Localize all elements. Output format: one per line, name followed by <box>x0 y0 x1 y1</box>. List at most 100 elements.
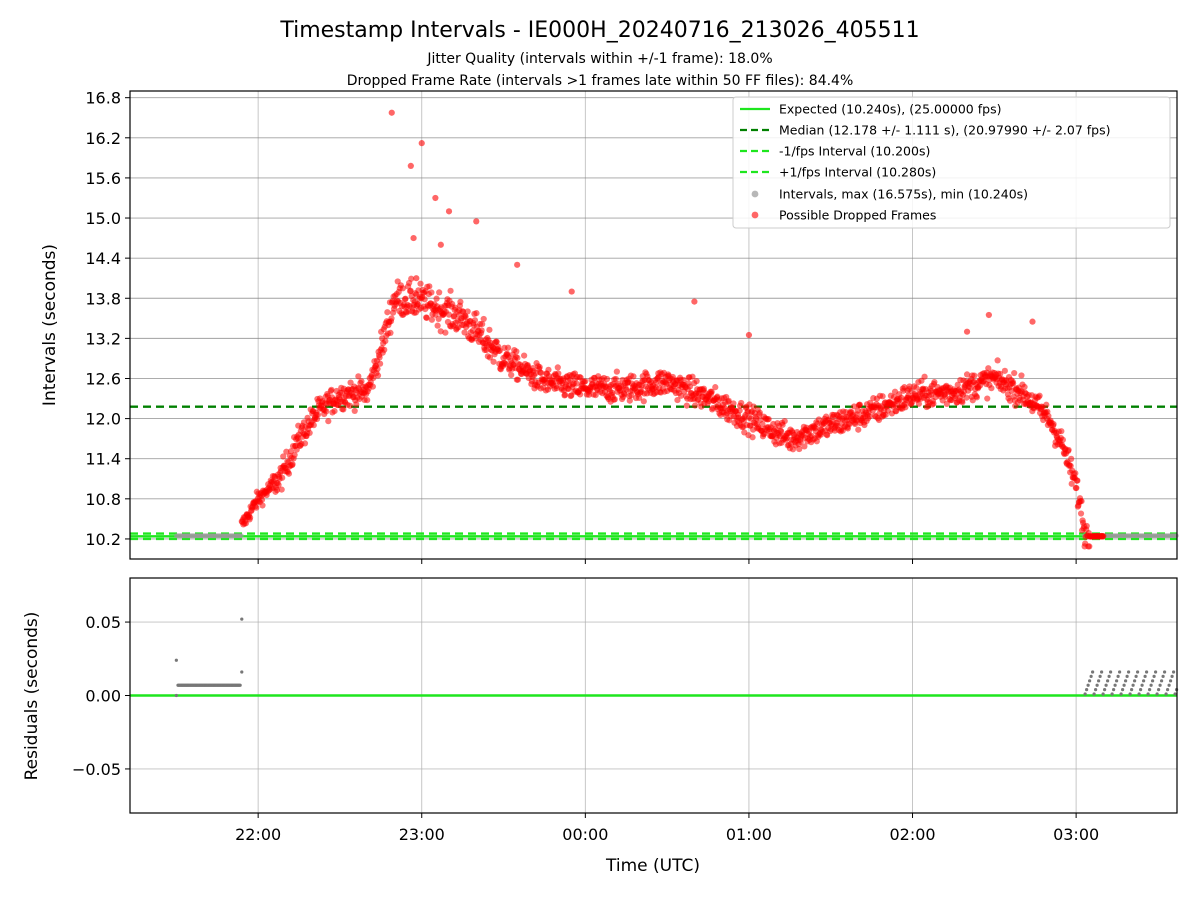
residual-point-78 <box>174 693 178 698</box>
dropped-frame-point-1391 <box>959 399 966 406</box>
residual-point-88 <box>1094 688 1098 692</box>
intervals-legend: Expected (10.240s), (25.00000 fps) Media… <box>732 96 1171 229</box>
dropped-frame-point-78 <box>279 474 286 481</box>
dropped-frame-point-1000 <box>756 409 763 416</box>
dropped-frame-point-1337 <box>931 378 938 386</box>
dropped-frame-point-91 <box>285 470 293 477</box>
dropped-frame-point-254 <box>370 374 377 382</box>
dropped-frame-point-776 <box>640 398 647 405</box>
dropped-frame-point-1483 <box>1006 397 1014 404</box>
intervals-y-tick-label-5: 13.2 <box>85 329 121 348</box>
dropped-frame-point-1005 <box>759 420 766 428</box>
dropped-frame-point-756 <box>630 373 637 380</box>
dropped-frame-point-122 <box>301 440 309 447</box>
residual-point-86 <box>1091 670 1095 674</box>
dropped-frame-point-663 <box>582 378 589 385</box>
dropped-frame-point-209 <box>346 402 354 409</box>
residual-point-135 <box>1164 692 1168 696</box>
dropped-frame-point-767 <box>636 394 643 402</box>
legend-dropped-label: Possible Dropped Frames <box>779 208 936 223</box>
dropped-frame-point-1464 <box>997 370 1004 377</box>
dropped-frame-point-1399 <box>963 394 970 401</box>
intervals-reference-lines <box>130 405 1177 541</box>
intervals-plot-frame <box>129 90 1178 560</box>
dropped-frame-point-940 <box>725 397 732 404</box>
residual-point-89 <box>1095 683 1099 687</box>
dropped-frame-point-381 <box>436 289 443 296</box>
dropped-frame-point-1663 <box>1100 532 1107 540</box>
dropped-frame-point-492 <box>493 338 500 345</box>
residual-point-82 <box>1085 688 1089 692</box>
residual-point-122 <box>1144 670 1149 674</box>
residuals-y-tick-label-0: 0.05 <box>85 613 121 632</box>
dropped-frame-point-1613 <box>1074 477 1081 484</box>
dropped-frame-point-384 <box>437 328 444 335</box>
x-tick-label-3: 01:00 <box>726 825 772 844</box>
dropped-frame-point-80 <box>280 453 287 460</box>
residual-point-117 <box>1137 692 1141 696</box>
dropped-frame-point-326 <box>407 287 414 294</box>
dropped-frame-point-131 <box>306 429 313 437</box>
dropped-frame-point-1631 <box>1083 522 1090 530</box>
dropped-frame-point-853 <box>680 376 687 384</box>
dropped-frame-point-464 <box>479 320 486 328</box>
residual-point-116 <box>1136 670 1140 674</box>
residual-point-141 <box>1173 692 1177 696</box>
intervals-y-tick-label-6: 13.8 <box>85 289 121 308</box>
dropped-frame-point-1665 <box>418 140 425 147</box>
dropped-frame-point-1079 <box>797 438 804 445</box>
dropped-frame-point-362 <box>426 283 433 290</box>
dropped-frame-point-1669 <box>473 218 480 225</box>
residual-point-81 <box>1083 692 1087 696</box>
dropped-frame-point-139 <box>310 422 317 429</box>
dropped-frame-point-578 <box>538 369 545 377</box>
dropped-frame-point-964 <box>738 399 745 407</box>
legend-median-label: Median (12.178 +/- 1.111 s), (20.97990 +… <box>779 123 1110 138</box>
dropped-frame-point-463 <box>478 327 485 334</box>
dropped-frame-point-221 <box>353 401 360 408</box>
residual-point-76 <box>238 683 242 687</box>
dropped-frame-point-1439 <box>984 395 991 402</box>
dropped-frame-point-422 <box>457 298 464 305</box>
dropped-frame-point-1289 <box>906 383 913 390</box>
dropped-frame-point-1677 <box>1029 318 1036 325</box>
dropped-frame-point-1459 <box>994 357 1001 364</box>
dropped-frame-point-1489 <box>1010 380 1017 387</box>
residual-point-121 <box>1143 674 1147 679</box>
intervals-y-tick-label-8: 15.0 <box>85 209 121 228</box>
residuals-y-axis-label: Residuals (seconds) <box>22 612 42 781</box>
dropped-frame-point-486 <box>490 358 497 365</box>
dropped-frame-point-1447 <box>988 385 995 392</box>
dropped-frame-point-1621 <box>1078 498 1085 505</box>
dropped-frame-point-1611 <box>1073 484 1080 492</box>
residual-point-101 <box>1113 683 1117 687</box>
dropped-frame-point-102 <box>291 451 298 459</box>
dropped-frame-point-1414 <box>971 372 978 379</box>
dropped-frame-point-1601 <box>1068 455 1075 462</box>
intervals-y-tick-label-0: 10.2 <box>85 530 121 549</box>
legend-expected-label: Expected (10.240s), (25.00000 fps) <box>779 102 1001 117</box>
residual-point-113 <box>1131 683 1135 687</box>
residual-point-80 <box>240 670 244 674</box>
dropped-frame-point-683 <box>592 391 599 399</box>
residual-point-132 <box>1159 679 1164 683</box>
dropped-frame-point-311 <box>399 285 407 292</box>
dropped-frame-point-1307 <box>915 400 922 407</box>
dropped-frame-point-1668 <box>445 208 453 215</box>
dropped-frame-point-1407 <box>967 384 974 392</box>
dropped-frame-point-467 <box>480 315 487 323</box>
dropped-frame-point-1237 <box>879 393 886 400</box>
dropped-frame-point-592 <box>545 366 552 373</box>
dropped-frame-point-345 <box>417 280 424 287</box>
dropped-frame-point-147 <box>314 411 322 418</box>
dropped-frame-point-1052 <box>783 434 790 442</box>
dropped-frame-point-530 <box>513 348 520 355</box>
legend-intervals-swatch <box>751 190 759 198</box>
residual-point-105 <box>1119 692 1123 696</box>
legend-lower-label: -1/fps Interval (10.200s) <box>779 144 930 159</box>
dropped-frame-point-1679 <box>963 328 971 335</box>
residual-point-115 <box>1134 674 1138 679</box>
dropped-frame-point-40 <box>259 502 266 509</box>
intervals-y-tick-label-11: 16.8 <box>85 89 121 108</box>
